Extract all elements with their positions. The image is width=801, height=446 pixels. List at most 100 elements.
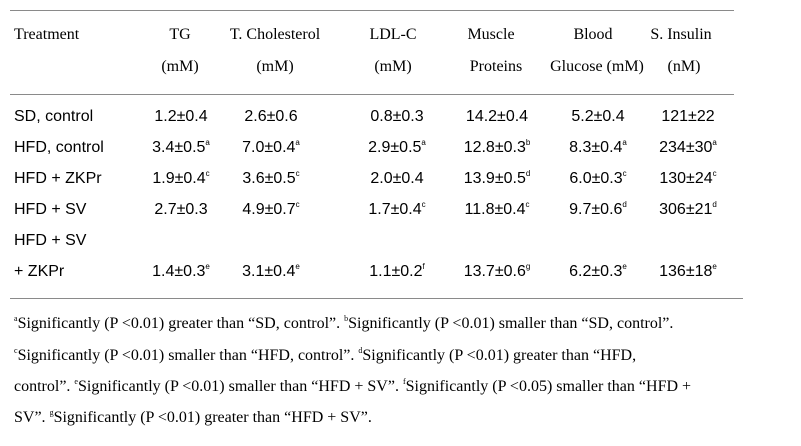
table-cell: 11.8±0.4c <box>465 201 530 219</box>
table-cell: 0.8±0.3 <box>370 108 423 126</box>
footnote-text: Significantly (P <0.01) smaller than “HF… <box>77 378 403 395</box>
table-cell: 1.9±0.4c <box>152 170 209 188</box>
cell-value: 136±18 <box>659 263 713 280</box>
header-tg-unit: (mM) <box>161 58 199 75</box>
footnote-marker: d <box>358 346 363 355</box>
significance-marker: a <box>295 138 300 147</box>
table-cell: 9.7±0.6d <box>569 201 627 219</box>
header-cholesterol-unit: (mM) <box>256 58 294 75</box>
cell-value: 13.7±0.6 <box>463 263 526 280</box>
cell-value: 1.1±0.2 <box>369 263 423 280</box>
row-treatment: HFD + ZKPr <box>14 170 102 187</box>
table-cell: 1.2±0.4 <box>154 108 207 126</box>
cell-value: 3.4±0.5 <box>152 139 206 156</box>
table-cell: 234±30a <box>659 139 717 157</box>
significance-marker: c <box>295 200 300 209</box>
significance-marker: e <box>295 262 300 271</box>
table-cell: 130±24c <box>659 170 716 188</box>
footnote-text: Significantly (P <0.05) smaller than “HF… <box>405 378 692 395</box>
footnote-text: SV”. <box>14 409 50 426</box>
table-cell: 4.9±0.7c <box>242 201 299 219</box>
significance-marker: a <box>622 138 627 147</box>
header-ldl: LDL-C <box>369 26 417 43</box>
table-cell: 306±21d <box>659 201 717 219</box>
cell-value: 3.6±0.5 <box>242 170 296 187</box>
significance-marker: a <box>205 138 210 147</box>
significance-marker: e <box>712 262 717 271</box>
significance-marker: b <box>525 138 531 147</box>
significance-marker: d <box>622 200 627 209</box>
header-insulin-unit: (nM) <box>667 58 701 75</box>
footnote-marker: e <box>74 377 78 386</box>
footnote-marker: b <box>344 314 349 323</box>
cell-value: 6.2±0.3 <box>569 263 623 280</box>
cell-value: 2.0±0.4 <box>370 170 424 187</box>
cell-value: 4.9±0.7 <box>242 201 296 218</box>
footnote-text: Significantly (P <0.01) smaller than “HF… <box>17 347 359 364</box>
footnote-line-1: aSignificantly (P <0.01) greater than “S… <box>14 315 673 333</box>
header-glucose: Blood <box>573 26 613 43</box>
significance-marker: a <box>712 138 717 147</box>
significance-marker: c <box>205 169 210 178</box>
cell-value: 14.2±0.4 <box>465 108 529 125</box>
table-cell: 3.4±0.5a <box>152 139 210 157</box>
cell-value: 306±21 <box>659 201 713 218</box>
cell-value: 234±30 <box>659 139 713 156</box>
cell-value: 12.8±0.3 <box>463 139 526 156</box>
footnote-marker: c <box>14 346 18 355</box>
table-cell: 3.1±0.4e <box>242 263 300 281</box>
top-rule <box>10 10 734 11</box>
row-treatment-line2: + ZKPr <box>14 263 65 280</box>
significance-marker: a <box>421 138 426 147</box>
significance-marker: d <box>712 200 717 209</box>
table-cell: 1.1±0.2f <box>369 263 425 281</box>
header-cholesterol: T. Cholesterol <box>229 26 321 43</box>
header-tg: TG <box>169 26 191 43</box>
header-muscle-line2: Proteins <box>469 58 523 75</box>
table-cell: 2.9±0.5a <box>368 139 426 157</box>
footnote-text: Significantly (P <0.01) smaller than “SD… <box>348 315 674 332</box>
cell-value: 8.3±0.4 <box>569 139 623 156</box>
significance-marker: e <box>622 262 627 271</box>
cell-value: 2.6±0.6 <box>244 108 298 125</box>
row-treatment: SD, control <box>14 108 94 125</box>
bottom-rule <box>10 298 743 299</box>
significance-marker: f <box>422 262 425 271</box>
header-ldl-unit: (mM) <box>374 58 412 75</box>
row-treatment: HFD, control <box>14 139 104 156</box>
table-cell: 6.2±0.3e <box>569 263 627 281</box>
footnote-text: control”. <box>14 378 75 395</box>
footnote-text: Significantly (P <0.01) greater than “HF… <box>362 347 637 364</box>
row-treatment: HFD + SV <box>14 232 87 249</box>
significance-marker: g <box>525 262 531 271</box>
table-cell: 14.2±0.4 <box>466 108 528 126</box>
table-cell: 6.0±0.3c <box>569 170 626 188</box>
footnote-line-4: SV”. gSignificantly (P <0.01) greater th… <box>14 409 372 427</box>
footnote-marker: a <box>14 314 18 323</box>
cell-value: 11.8±0.4 <box>464 201 526 218</box>
table-cell: 121±22 <box>661 108 714 126</box>
header-insulin: S. Insulin <box>650 26 712 43</box>
table-cell: 13.7±0.6g <box>464 263 531 281</box>
table-cell: 13.9±0.5d <box>464 170 531 188</box>
table-cell: 3.6±0.5c <box>242 170 299 188</box>
table-cell: 2.7±0.3 <box>154 201 207 219</box>
cell-value: 3.1±0.4 <box>242 263 296 280</box>
significance-marker: c <box>295 169 300 178</box>
table-cell: 2.0±0.4 <box>370 170 423 188</box>
table-cell: 136±18e <box>659 263 717 281</box>
footnote-marker: f <box>402 377 406 386</box>
cell-value: 130±24 <box>659 170 713 187</box>
cell-value: 2.7±0.3 <box>154 201 208 218</box>
table-cell: 2.6±0.6 <box>244 108 297 126</box>
cell-value: 6.0±0.3 <box>569 170 623 187</box>
cell-value: 13.9±0.5 <box>463 170 526 187</box>
header-rule <box>10 94 734 95</box>
row-treatment: HFD + SV <box>14 201 87 218</box>
cell-value: 1.4±0.3 <box>152 263 206 280</box>
table-cell: 8.3±0.4a <box>569 139 627 157</box>
cell-value: 1.7±0.4 <box>368 201 422 218</box>
significance-marker: c <box>622 169 627 178</box>
header-glucose-line2: Glucose (mM) <box>550 58 644 75</box>
table-cell: 5.2±0.4 <box>571 108 624 126</box>
